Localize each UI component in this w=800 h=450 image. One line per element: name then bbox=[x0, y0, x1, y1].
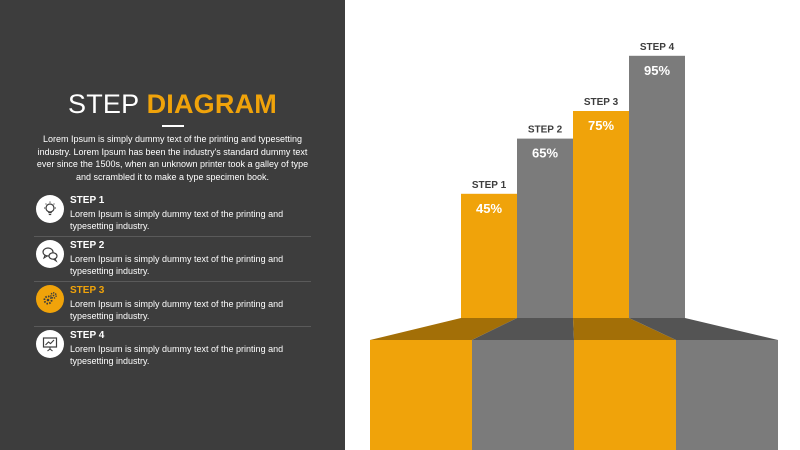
step-title: STEP 4 bbox=[70, 330, 105, 341]
chart-base-platform bbox=[370, 318, 778, 450]
base-top-face-4 bbox=[629, 318, 778, 340]
step-item-1: STEP 1 Lorem Ipsum is simply dummy text … bbox=[34, 192, 311, 237]
bar-category-label-2: STEP 2 bbox=[528, 125, 563, 136]
step-title: STEP 2 bbox=[70, 240, 105, 251]
base-front-face-1 bbox=[370, 340, 472, 450]
bar-value-label-3: 75% bbox=[588, 118, 614, 133]
base-top-face-1 bbox=[370, 318, 517, 340]
intro-text: Lorem Ipsum is simply dummy text of the … bbox=[36, 134, 309, 182]
bar-value-label-1: 45% bbox=[476, 201, 502, 216]
bar-step-4 bbox=[629, 55, 685, 319]
left-panel: STEP DIAGRAM Lorem Ipsum is simply dummy… bbox=[0, 0, 345, 450]
bar-value-label-4: 95% bbox=[644, 63, 670, 78]
step-description: Lorem Ipsum is simply dummy text of the … bbox=[70, 299, 284, 321]
base-top-face-3 bbox=[573, 318, 676, 340]
lightbulb-icon bbox=[36, 195, 64, 223]
step-title: STEP 3 bbox=[70, 285, 105, 296]
step-item-2: STEP 2 Lorem Ipsum is simply dummy text … bbox=[34, 237, 311, 282]
chart-bars: STEP 1 45% STEP 2 65% STEP 3 75% STEP 4 95% bbox=[461, 42, 685, 319]
base-front-face-3 bbox=[574, 340, 676, 450]
base-top-face-2 bbox=[472, 318, 574, 340]
bar-step-2 bbox=[517, 138, 573, 318]
bar-step-3 bbox=[573, 111, 629, 318]
step-description: Lorem Ipsum is simply dummy text of the … bbox=[70, 254, 284, 276]
bar-step-1 bbox=[461, 193, 517, 318]
step-list: STEP 1 Lorem Ipsum is simply dummy text … bbox=[34, 192, 311, 371]
step-item-4: STEP 4 Lorem Ipsum is simply dummy text … bbox=[34, 327, 311, 371]
presentation-board-icon bbox=[36, 330, 64, 358]
title-underline bbox=[162, 125, 184, 127]
base-front-face-4 bbox=[676, 340, 778, 450]
bar-category-label-1: STEP 1 bbox=[472, 180, 507, 191]
step-item-3: STEP 3 Lorem Ipsum is simply dummy text … bbox=[34, 282, 311, 327]
bar-category-label-4: STEP 4 bbox=[640, 42, 675, 53]
title-accent: DIAGRAM bbox=[146, 89, 277, 119]
bar-category-label-3: STEP 3 bbox=[584, 97, 619, 108]
step-bar-chart: STEP 1 45% STEP 2 65% STEP 3 75% STEP 4 95% bbox=[370, 42, 778, 450]
step-description: Lorem Ipsum is simply dummy text of the … bbox=[70, 209, 284, 231]
title-plain: STEP bbox=[68, 89, 147, 119]
step-description: Lorem Ipsum is simply dummy text of the … bbox=[70, 344, 284, 366]
base-front-face-2 bbox=[472, 340, 574, 450]
chat-bubbles-icon bbox=[36, 240, 64, 268]
bar-value-label-2: 65% bbox=[532, 146, 558, 161]
step-title: STEP 1 bbox=[70, 195, 105, 206]
slide-title: STEP DIAGRAM bbox=[0, 88, 345, 120]
gears-icon bbox=[36, 285, 64, 313]
